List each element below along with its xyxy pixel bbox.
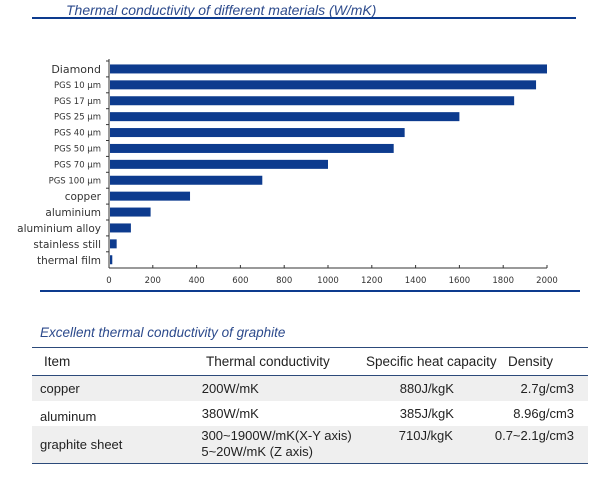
bar — [110, 159, 328, 169]
category-label: PGS 40 μm — [54, 129, 101, 139]
cell-heat-capacity: 710J/kgK — [398, 428, 453, 443]
header-rule — [32, 375, 588, 376]
bar-chart: Diamond PGS 10 μm PGS 17 μm PGS 25 μm PGS 40… — [17, 59, 558, 286]
chart-divider — [40, 290, 580, 292]
cell-heat-capacity: 385J/kgK — [399, 406, 454, 421]
bar — [110, 223, 131, 233]
category-label: PGS 100 μm — [49, 176, 101, 186]
x-tick-label: 2000 — [536, 276, 558, 286]
bar — [110, 207, 151, 217]
bar — [110, 191, 191, 201]
bar — [110, 255, 113, 265]
header-item: Item — [44, 354, 71, 369]
header-conductivity: Thermal conductivity — [206, 354, 330, 369]
category-label: copper — [65, 191, 102, 203]
bar — [110, 239, 117, 249]
category-label: thermal film — [37, 255, 101, 267]
x-tick-label: 1600 — [449, 276, 471, 286]
table-row: graphite sheet 300~1900W/mK(X-Y axis) 5~… — [32, 426, 588, 463]
category-label: PGS 10 μm — [54, 81, 101, 91]
x-tick-label: 1800 — [492, 276, 514, 286]
chart-title: Thermal conductivity of different materi… — [66, 2, 377, 18]
bar — [110, 112, 460, 122]
bar — [110, 175, 263, 185]
conductivity-xy: 300~1900W/mK(X-Y axis) — [201, 428, 352, 443]
x-tick-label: 0 — [106, 276, 111, 286]
table-header: Item Thermal conductivity Specific heat … — [32, 348, 588, 375]
header-density: Density — [508, 354, 554, 369]
table-title: Excellent thermal conductivity of graphi… — [40, 325, 286, 340]
category-label: stainless still — [33, 239, 101, 251]
cell-item: copper — [40, 381, 80, 396]
x-tick-label: 1200 — [361, 276, 383, 286]
cell-heat-capacity: 880J/kgK — [399, 381, 454, 396]
bar — [110, 128, 405, 138]
table-bottom-rule — [32, 463, 588, 464]
cell-density: 8.96g/cm3 — [513, 406, 574, 421]
category-label: aluminium alloy — [17, 223, 101, 235]
cell-conductivity: 200W/mK — [201, 381, 259, 396]
title-divider — [32, 17, 576, 19]
header-heat-capacity: Specific heat capacity — [366, 354, 497, 369]
category-label: Diamond — [51, 63, 101, 76]
x-tick-label: 200 — [145, 276, 161, 286]
table-top-rule — [32, 347, 588, 348]
category-label: PGS 25 μm — [54, 113, 101, 123]
x-tick-label: 600 — [232, 276, 248, 286]
bar — [110, 64, 547, 74]
cell-density: 2.7g/cm3 — [520, 381, 574, 396]
table-row: aluminum 380W/mK 385J/kgK 8.96g/cm3 — [32, 401, 588, 426]
category-label: PGS 17 μm — [54, 97, 101, 107]
x-tick-label: 1000 — [317, 276, 339, 286]
cell-density: 0.7~2.1g/cm3 — [494, 428, 574, 443]
bar — [110, 80, 537, 90]
cell-item: graphite sheet — [40, 437, 123, 452]
category-label: PGS 70 μm — [54, 160, 101, 170]
cell-conductivity: 380W/mK — [201, 406, 259, 421]
bar — [110, 96, 515, 106]
properties-table: Item Thermal conductivity Specific heat … — [32, 347, 588, 464]
x-tick-label: 1400 — [405, 276, 427, 286]
category-label: aluminium — [45, 207, 101, 219]
category-label: PGS 50 μm — [54, 144, 101, 154]
bar — [110, 143, 394, 153]
x-tick-label: 800 — [276, 276, 292, 286]
cell-conductivity: 300~1900W/mK(X-Y axis) 5~20W/mK (Z axis) — [201, 426, 357, 460]
conductivity-z: 5~20W/mK (Z axis) — [201, 444, 313, 459]
x-tick-label: 400 — [188, 276, 204, 286]
cell-item: aluminum — [40, 409, 97, 424]
table-row: copper 200W/mK 880J/kgK 2.7g/cm3 — [32, 376, 588, 401]
